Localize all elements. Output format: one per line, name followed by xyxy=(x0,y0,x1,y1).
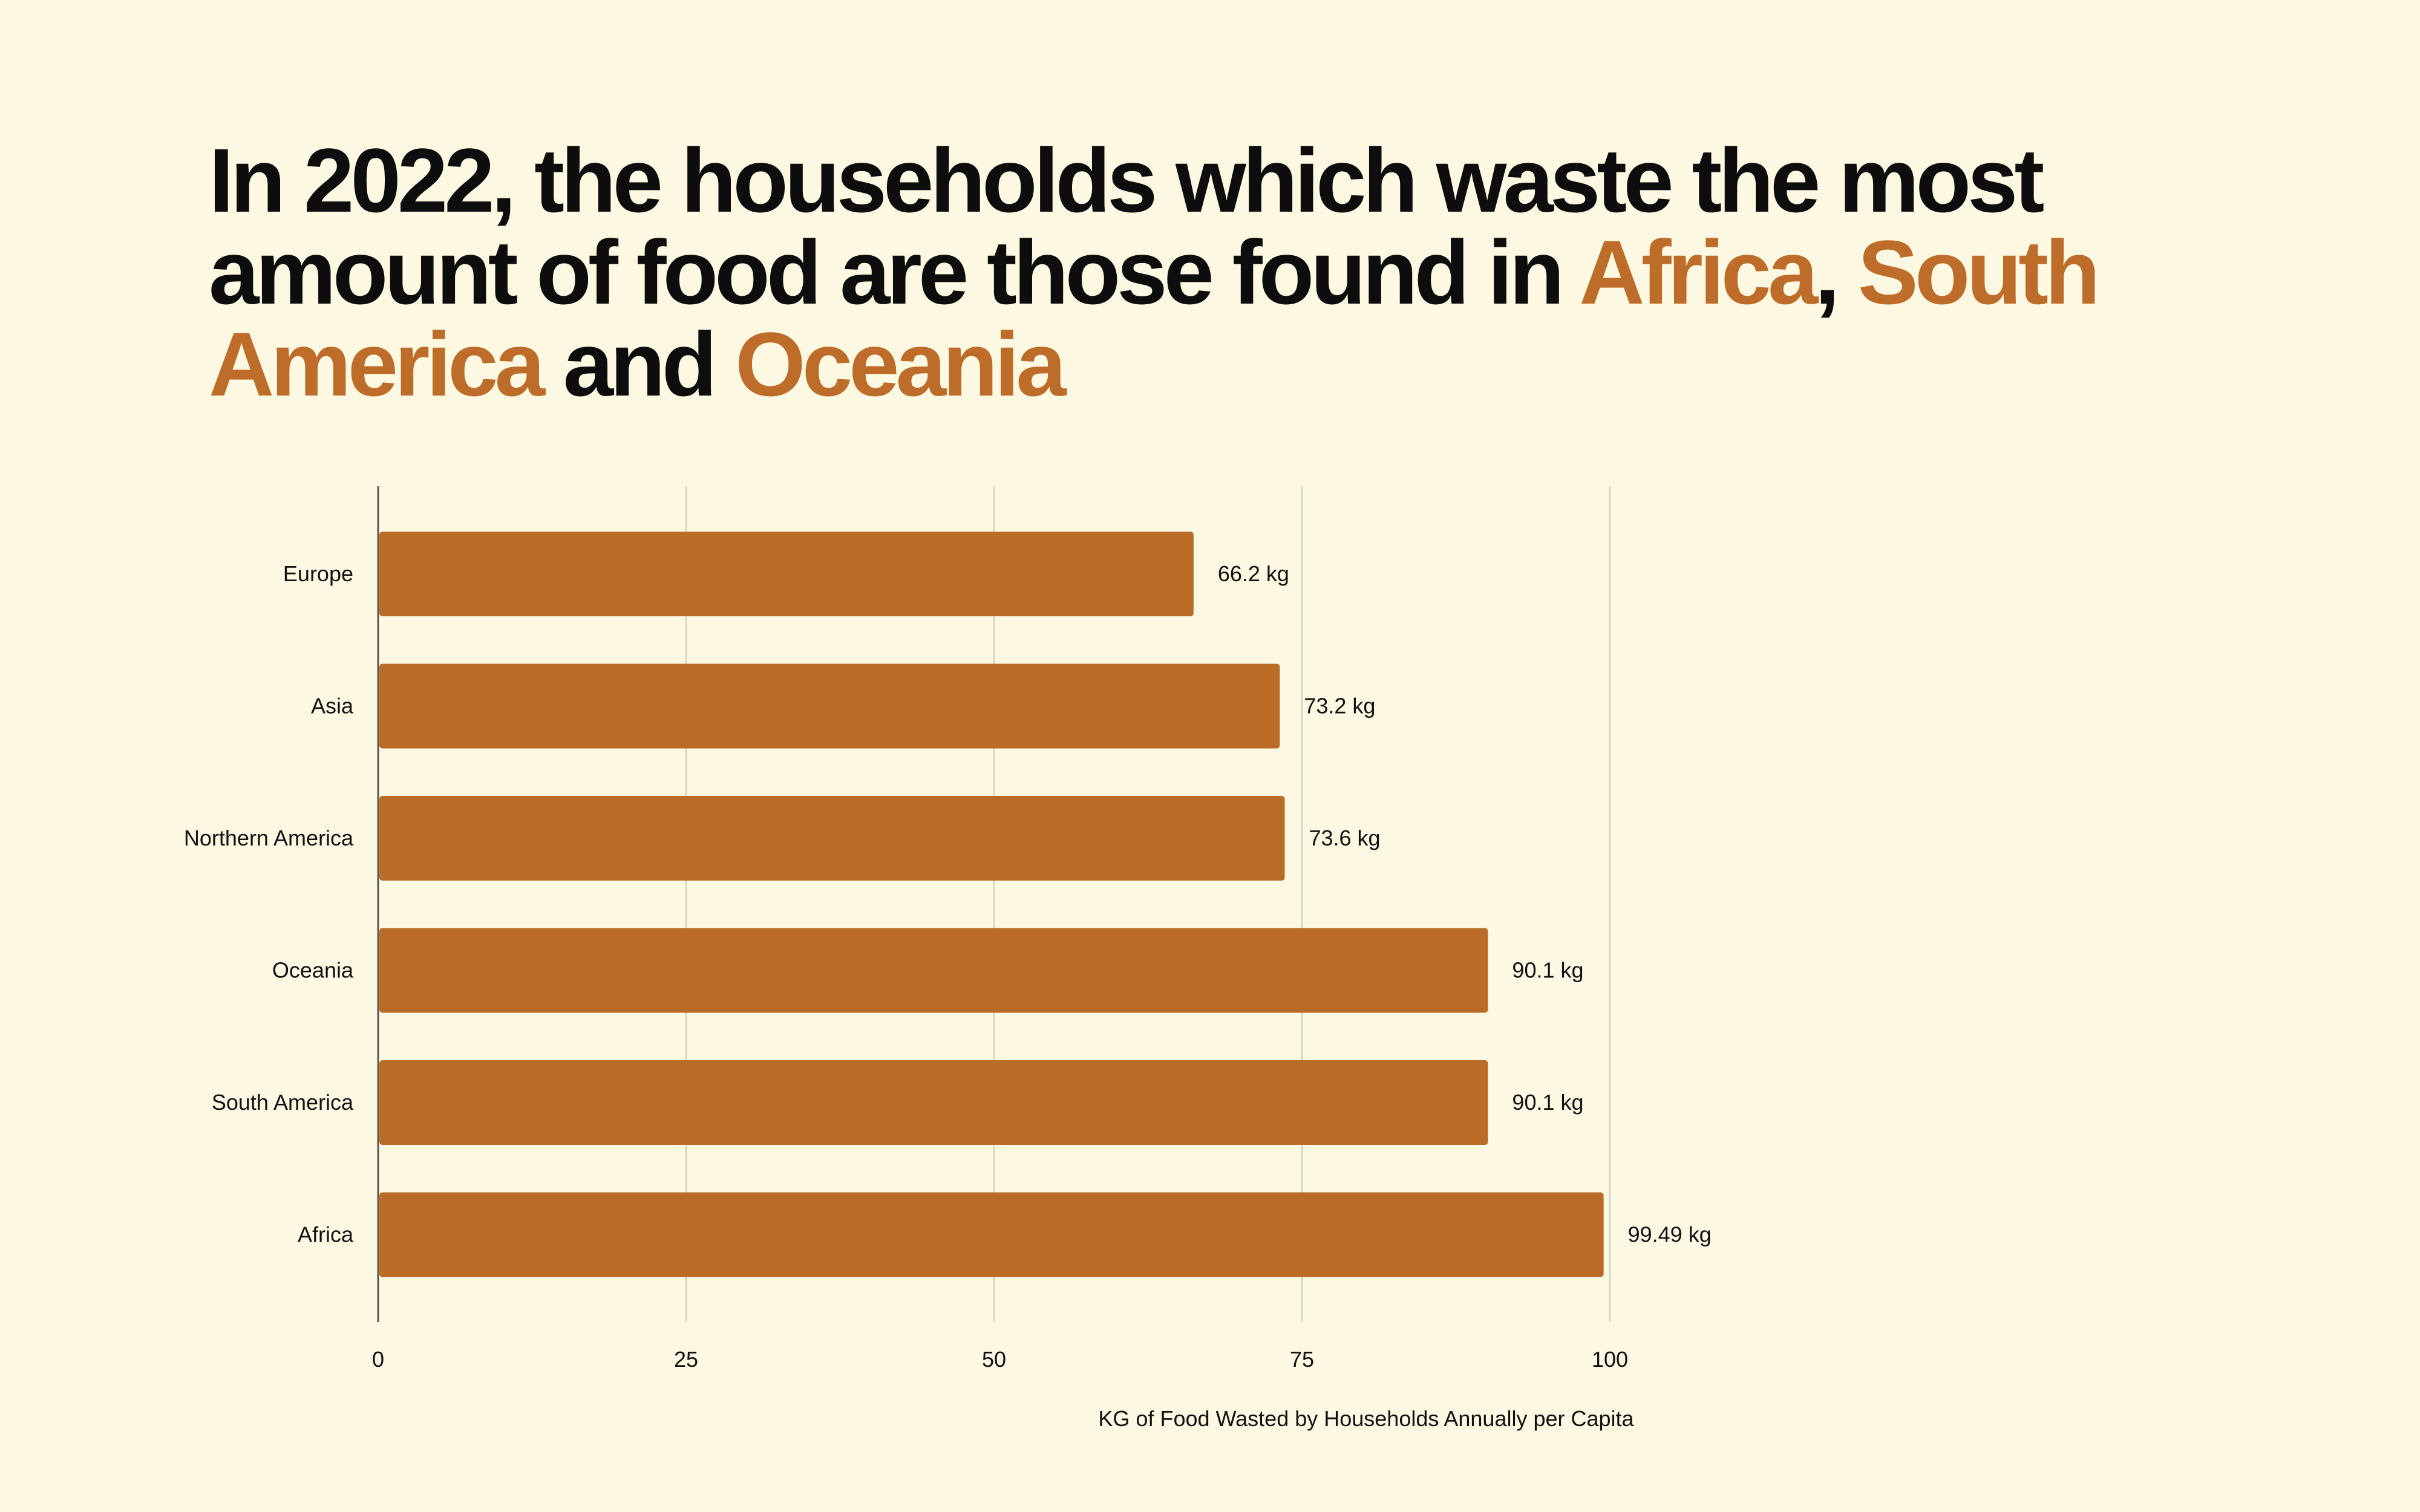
title-highlight-oceania: Oceania xyxy=(735,313,1067,415)
data-label: 90.1 kg xyxy=(1512,958,1583,983)
category-label: Asia xyxy=(311,694,354,719)
bar xyxy=(379,1060,1488,1145)
category-label: Africa xyxy=(298,1222,354,1247)
bar xyxy=(379,1192,1604,1277)
data-label: 90.1 kg xyxy=(1512,1090,1583,1115)
title-highlight-south-america: South America xyxy=(209,221,2101,415)
category-label: Oceania xyxy=(272,958,354,983)
bar xyxy=(379,532,1194,616)
x-tick-label: 25 xyxy=(674,1347,698,1372)
bar xyxy=(379,663,1280,749)
title-segment: , xyxy=(1814,221,1858,323)
category-label: Northern America xyxy=(184,826,354,850)
title-segment: and xyxy=(541,313,736,415)
x-tick-label: 100 xyxy=(1592,1347,1628,1372)
category-label: Europe xyxy=(283,561,353,586)
chart-title: In 2022, the households which waste the … xyxy=(209,134,2266,410)
title-highlight-africa: Africa xyxy=(1579,221,1818,323)
bar xyxy=(379,796,1285,881)
bar xyxy=(379,928,1488,1013)
data-label: 73.6 kg xyxy=(1309,826,1380,850)
x-tick-label: 75 xyxy=(1290,1347,1314,1372)
x-tick-label: 0 xyxy=(372,1347,384,1372)
data-label: 73.2 kg xyxy=(1304,694,1375,719)
title-segment: In 2022, the households which waste the … xyxy=(209,129,2044,323)
gridlines xyxy=(377,486,1611,1322)
category-label: South America xyxy=(212,1090,354,1115)
data-label: 66.2 kg xyxy=(1218,561,1289,586)
x-tick-labels: 0 25 50 75 100 xyxy=(372,1347,1628,1372)
x-tick-label: 50 xyxy=(982,1347,1006,1372)
bars: Europe 66.2 kg Asia 73.2 kg Northern America… xyxy=(184,532,1712,1277)
data-label: 99.49 kg xyxy=(1628,1222,1712,1247)
x-axis-title: KG of Food Wasted by Households Annually… xyxy=(1098,1406,1634,1431)
